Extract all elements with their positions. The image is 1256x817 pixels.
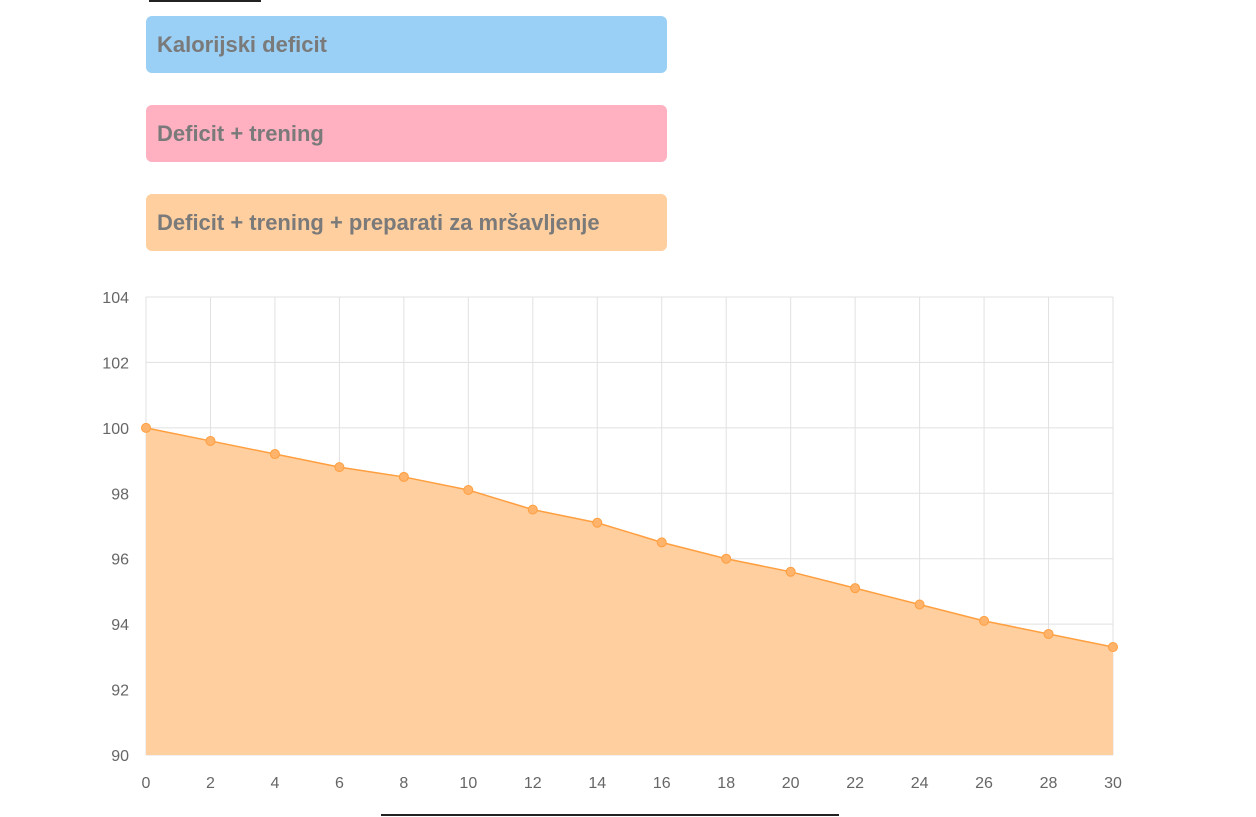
legend-kalorijski-deficit-button[interactable]: Kalorijski deficit <box>146 16 667 73</box>
data-point[interactable] <box>398 471 409 482</box>
x-tick-label: 4 <box>270 775 279 792</box>
data-point[interactable] <box>1043 628 1054 639</box>
data-point[interactable] <box>463 485 474 496</box>
x-tick-label: 26 <box>975 775 993 792</box>
y-axis-ticks: 90 92 94 96 98 100 102 104 <box>102 290 129 765</box>
series-line <box>145 427 1114 648</box>
top-rule <box>149 0 261 2</box>
chart-points <box>141 422 1118 653</box>
x-tick-label: 20 <box>782 775 800 792</box>
x-tick-label: 16 <box>653 775 671 792</box>
legend-deficit-trening-button[interactable]: Deficit + trening <box>146 105 667 162</box>
data-point[interactable] <box>979 615 990 626</box>
data-point[interactable] <box>527 504 538 515</box>
x-axis-ticks: 0 2 4 6 8 10 12 14 16 18 20 22 24 26 28 30 <box>142 775 1122 792</box>
data-point[interactable] <box>592 517 603 528</box>
series-area-fill <box>146 427 1113 755</box>
data-point[interactable] <box>269 449 280 460</box>
y-tick-label: 98 <box>111 486 129 503</box>
x-tick-label: 6 <box>335 775 344 792</box>
x-tick-label: 0 <box>142 775 151 792</box>
x-tick-label: 8 <box>399 775 408 792</box>
x-tick-label: 28 <box>1040 775 1058 792</box>
data-point[interactable] <box>334 462 345 473</box>
data-point[interactable] <box>656 537 667 548</box>
data-point[interactable] <box>205 435 216 446</box>
x-tick-label: 24 <box>911 775 929 792</box>
x-tick-label: 30 <box>1104 775 1122 792</box>
data-point[interactable] <box>785 566 796 577</box>
x-tick-label: 2 <box>206 775 215 792</box>
y-tick-label: 90 <box>111 748 129 765</box>
x-tick-label: 22 <box>846 775 864 792</box>
y-tick-label: 100 <box>102 421 129 438</box>
data-point[interactable] <box>850 583 861 594</box>
x-tick-label: 10 <box>459 775 477 792</box>
y-tick-label: 94 <box>111 617 129 634</box>
data-point[interactable] <box>721 553 732 564</box>
y-tick-label: 104 <box>102 290 129 307</box>
data-point[interactable] <box>1108 642 1118 653</box>
y-tick-label: 92 <box>111 683 129 700</box>
x-tick-label: 14 <box>588 775 606 792</box>
x-tick-label: 12 <box>524 775 542 792</box>
y-tick-label: 96 <box>111 552 129 569</box>
data-point[interactable] <box>914 599 925 610</box>
chart-area <box>145 427 1114 755</box>
data-point[interactable] <box>141 422 151 433</box>
x-tick-label: 18 <box>717 775 735 792</box>
bottom-rule <box>381 814 839 816</box>
legend-deficit-trening-preparati-button[interactable]: Deficit + trening + preparati za mršavlj… <box>146 194 667 251</box>
y-tick-label: 102 <box>102 355 129 372</box>
